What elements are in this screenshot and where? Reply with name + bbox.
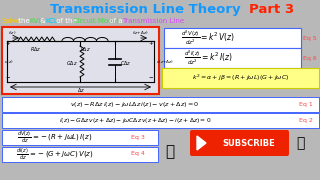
Text: Eq 2: Eq 2 — [299, 118, 313, 123]
Text: $\frac{d^2V(z)}{dz^2} = k^2\,V(z)$: $\frac{d^2V(z)}{dz^2} = k^2\,V(z)$ — [181, 29, 235, 47]
FancyBboxPatch shape — [2, 129, 157, 145]
FancyBboxPatch shape — [2, 27, 159, 94]
Text: $v(z)$: $v(z)$ — [4, 57, 14, 64]
Text: the: the — [16, 18, 32, 24]
Text: Transmission Line: Transmission Line — [122, 18, 184, 24]
Text: +: + — [5, 41, 10, 46]
Text: $C\Delta z$: $C\Delta z$ — [120, 59, 132, 67]
Text: $G\Delta z$: $G\Delta z$ — [66, 59, 78, 67]
FancyBboxPatch shape — [164, 28, 301, 48]
Text: of the: of the — [54, 18, 79, 24]
Text: 👍: 👍 — [165, 145, 175, 159]
FancyBboxPatch shape — [2, 112, 318, 127]
Text: Eq 4: Eq 4 — [131, 152, 145, 156]
Text: KCL: KCL — [45, 18, 58, 24]
Text: $v(z{+}\Delta z)$: $v(z{+}\Delta z)$ — [156, 57, 174, 64]
Text: Eq 6: Eq 6 — [303, 55, 317, 60]
Text: $R\Delta z$: $R\Delta z$ — [30, 45, 42, 53]
Text: $\frac{d^2I(z)}{dz^2} = k^2\,I(z)$: $\frac{d^2I(z)}{dz^2} = k^2\,I(z)$ — [184, 49, 232, 68]
Text: $-$: $-$ — [5, 74, 11, 79]
Text: $L\Delta z$: $L\Delta z$ — [80, 45, 90, 53]
Text: $v(z) - R\Delta z\,i(z) - j\omega L\Delta z\,i(z) - v(z+\Delta z) = 0$: $v(z) - R\Delta z\,i(z) - j\omega L\Delt… — [70, 100, 199, 109]
Text: $i(z) - G\Delta z\,v(z+\Delta z) - j\omega C\Delta z\,v(z+\Delta z) - i(z+\Delta: $i(z) - G\Delta z\,v(z+\Delta z) - j\ome… — [59, 116, 211, 125]
Text: $\frac{dI(z)}{dz} = -(G+j\omega C)\,V(z)$: $\frac{dI(z)}{dz} = -(G+j\omega C)\,V(z)… — [16, 146, 94, 162]
FancyBboxPatch shape — [2, 147, 157, 161]
Text: $i(z{+}\Delta z)$: $i(z{+}\Delta z)$ — [132, 29, 148, 36]
FancyBboxPatch shape — [2, 96, 318, 111]
Text: $\frac{dV(z)}{dz} = -(R+j\omega L)\,I(z)$: $\frac{dV(z)}{dz} = -(R+j\omega L)\,I(z)… — [17, 129, 93, 145]
Text: 🔔: 🔔 — [296, 136, 304, 150]
Text: Eq 1: Eq 1 — [299, 102, 313, 107]
Text: $-$: $-$ — [148, 74, 154, 79]
Text: of a: of a — [107, 18, 125, 24]
FancyBboxPatch shape — [164, 48, 301, 68]
Text: SUBSCRIBE: SUBSCRIBE — [223, 138, 276, 147]
Text: Eq 3: Eq 3 — [131, 134, 145, 140]
FancyBboxPatch shape — [162, 68, 319, 88]
Text: Solve: Solve — [2, 18, 21, 24]
Text: Transmission Line Theory: Transmission Line Theory — [50, 3, 246, 15]
Text: Eq 5: Eq 5 — [303, 35, 317, 40]
Text: &: & — [38, 18, 48, 24]
Text: +: + — [148, 41, 153, 46]
Text: $\Delta z$: $\Delta z$ — [76, 86, 84, 94]
Text: Part 3: Part 3 — [249, 3, 295, 15]
Text: KVL: KVL — [29, 18, 42, 24]
FancyBboxPatch shape — [190, 130, 289, 156]
Text: $k^2 = \alpha + j\beta = (R+j\omega L)(G+j\omega C)$: $k^2 = \alpha + j\beta = (R+j\omega L)(G… — [192, 73, 289, 83]
Polygon shape — [197, 136, 206, 150]
Text: $i(z)$: $i(z)$ — [8, 29, 17, 36]
Text: Circuit Model: Circuit Model — [73, 18, 119, 24]
